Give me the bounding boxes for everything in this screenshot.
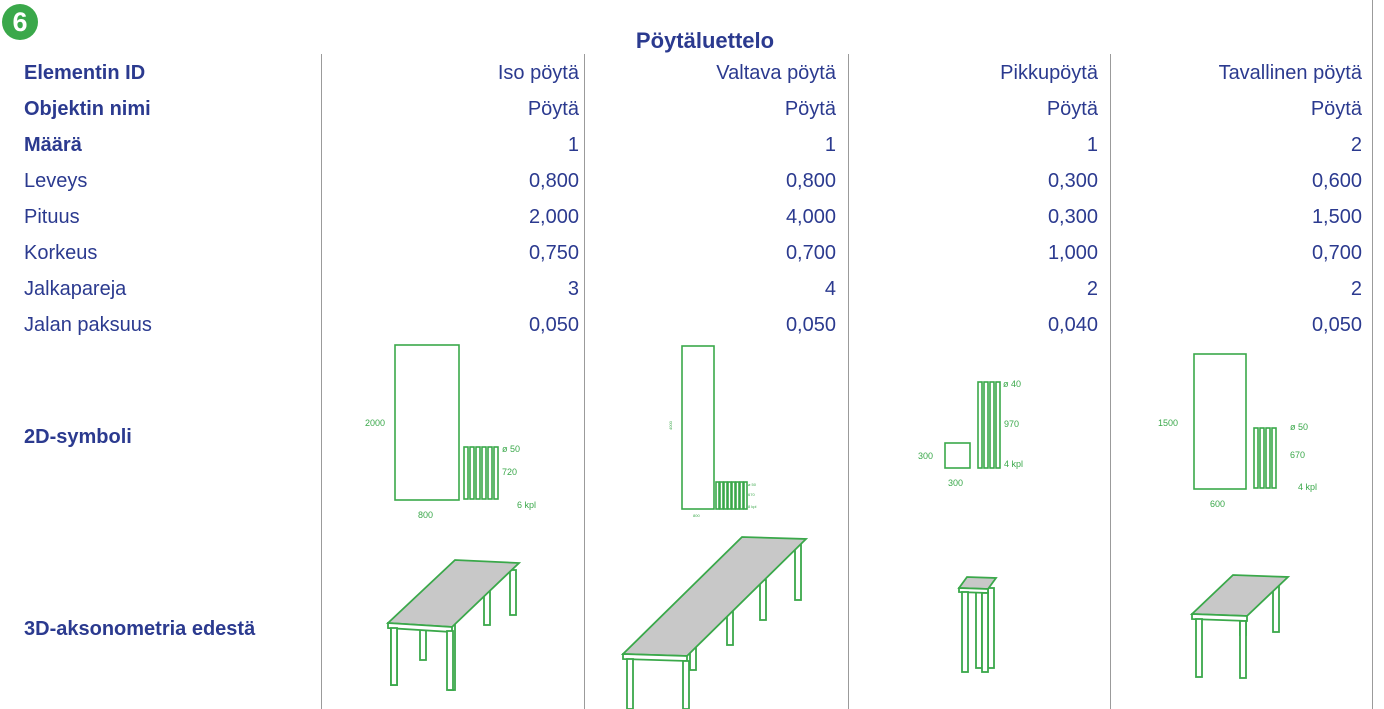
column-divider bbox=[848, 54, 849, 709]
cell-element-id: Pikkupöytä bbox=[1000, 62, 1098, 84]
leg-outlines bbox=[1253, 427, 1277, 489]
leg-outlines bbox=[463, 446, 499, 500]
dimension-width: 600 bbox=[1210, 499, 1225, 509]
cell-quantity: 1 bbox=[567, 134, 579, 156]
cell-height: 1,000 bbox=[1047, 242, 1098, 264]
row-label-element-id: Elementin ID bbox=[24, 62, 146, 84]
axonometric-table bbox=[620, 536, 809, 709]
dimension-length: 300 bbox=[918, 451, 933, 461]
step-number-badge: 6 bbox=[2, 4, 38, 40]
dimension-leg-count: 4 kpl bbox=[1298, 482, 1317, 492]
cell-object-name: Pöytä bbox=[527, 98, 579, 120]
dimension-width: 800 bbox=[418, 510, 433, 520]
dimension-leg-diameter: ø 40 bbox=[1003, 379, 1021, 389]
axonometric-table bbox=[1189, 574, 1291, 679]
cell-leg-pairs: 2 bbox=[1350, 278, 1362, 300]
axonometric-table bbox=[385, 559, 522, 691]
table-top-outline bbox=[681, 345, 715, 510]
dimension-leg-length: 670 bbox=[748, 492, 755, 497]
cell-width: 0,600 bbox=[1311, 170, 1362, 192]
dimension-width: 300 bbox=[948, 478, 963, 488]
cell-object-name: Pöytä bbox=[784, 98, 836, 120]
cell-height: 0,750 bbox=[528, 242, 579, 264]
cell-leg-pairs: 4 bbox=[824, 278, 836, 300]
dimension-leg-diameter: ø 50 bbox=[748, 482, 757, 487]
leg-outlines bbox=[977, 381, 1001, 469]
dimension-leg-length: 720 bbox=[502, 467, 517, 477]
cell-length: 1,500 bbox=[1311, 206, 1362, 228]
column-divider bbox=[584, 54, 585, 709]
dimension-leg-count: 8 kpl bbox=[748, 504, 757, 509]
dimension-length: 1500 bbox=[1158, 418, 1178, 428]
row-label-leg-pairs: Jalkapareja bbox=[24, 278, 127, 300]
cell-leg-pairs: 2 bbox=[1086, 278, 1098, 300]
cell-quantity: 2 bbox=[1350, 134, 1362, 156]
cell-quantity: 1 bbox=[824, 134, 836, 156]
row-label-length: Pituus bbox=[24, 206, 80, 228]
cell-element-id: Valtava pöytä bbox=[716, 62, 836, 84]
dimension-leg-count: 6 kpl bbox=[517, 500, 536, 510]
dimension-leg-length: 970 bbox=[1004, 419, 1019, 429]
axonometric-table bbox=[957, 576, 998, 673]
dimension-leg-diameter: ø 50 bbox=[502, 444, 520, 454]
row-label-leg-thickness: Jalan paksuus bbox=[24, 314, 152, 336]
cell-width: 0,800 bbox=[528, 170, 579, 192]
cell-width: 0,300 bbox=[1047, 170, 1098, 192]
cell-length: 4,000 bbox=[785, 206, 836, 228]
cell-length: 0,300 bbox=[1047, 206, 1098, 228]
cell-leg-thickness: 0,040 bbox=[1047, 314, 1098, 336]
cell-length: 2,000 bbox=[528, 206, 579, 228]
dimension-leg-diameter: ø 50 bbox=[1290, 422, 1308, 432]
cell-leg-thickness: 0,050 bbox=[785, 314, 836, 336]
page-title: Pöytäluettelo bbox=[635, 28, 775, 53]
row-label-object-name: Objektin nimi bbox=[24, 98, 151, 120]
cell-leg-pairs: 3 bbox=[567, 278, 579, 300]
leg-outlines bbox=[715, 481, 748, 510]
row-label-width: Leveys bbox=[24, 170, 88, 192]
row-label-2d-symbol: 2D-symboli bbox=[24, 426, 132, 448]
cell-height: 0,700 bbox=[785, 242, 836, 264]
cell-element-id: Tavallinen pöytä bbox=[1218, 62, 1362, 84]
dimension-length: 4000 bbox=[668, 420, 673, 430]
row-label-3d-axonometry: 3D-aksonometria edestä bbox=[24, 618, 256, 640]
column-divider bbox=[1372, 0, 1373, 709]
cell-object-name: Pöytä bbox=[1310, 98, 1362, 120]
cell-leg-thickness: 0,050 bbox=[1311, 314, 1362, 336]
dimension-length: 2000 bbox=[365, 418, 385, 428]
column-divider bbox=[321, 54, 322, 709]
cell-quantity: 1 bbox=[1086, 134, 1098, 156]
cell-width: 0,800 bbox=[785, 170, 836, 192]
cell-object-name: Pöytä bbox=[1046, 98, 1098, 120]
cell-leg-thickness: 0,050 bbox=[528, 314, 579, 336]
dimension-leg-count: 4 kpl bbox=[1004, 459, 1023, 469]
dimension-leg-length: 670 bbox=[1290, 450, 1305, 460]
column-divider bbox=[1110, 54, 1111, 709]
dimension-width: 800 bbox=[693, 513, 700, 518]
row-label-quantity: Määrä bbox=[24, 134, 82, 156]
row-label-height: Korkeus bbox=[24, 242, 98, 264]
cell-element-id: Iso pöytä bbox=[497, 62, 579, 84]
table-top-outline bbox=[944, 442, 971, 469]
table-top-outline bbox=[1193, 353, 1247, 490]
table-top-outline bbox=[394, 344, 460, 501]
cell-height: 0,700 bbox=[1311, 242, 1362, 264]
